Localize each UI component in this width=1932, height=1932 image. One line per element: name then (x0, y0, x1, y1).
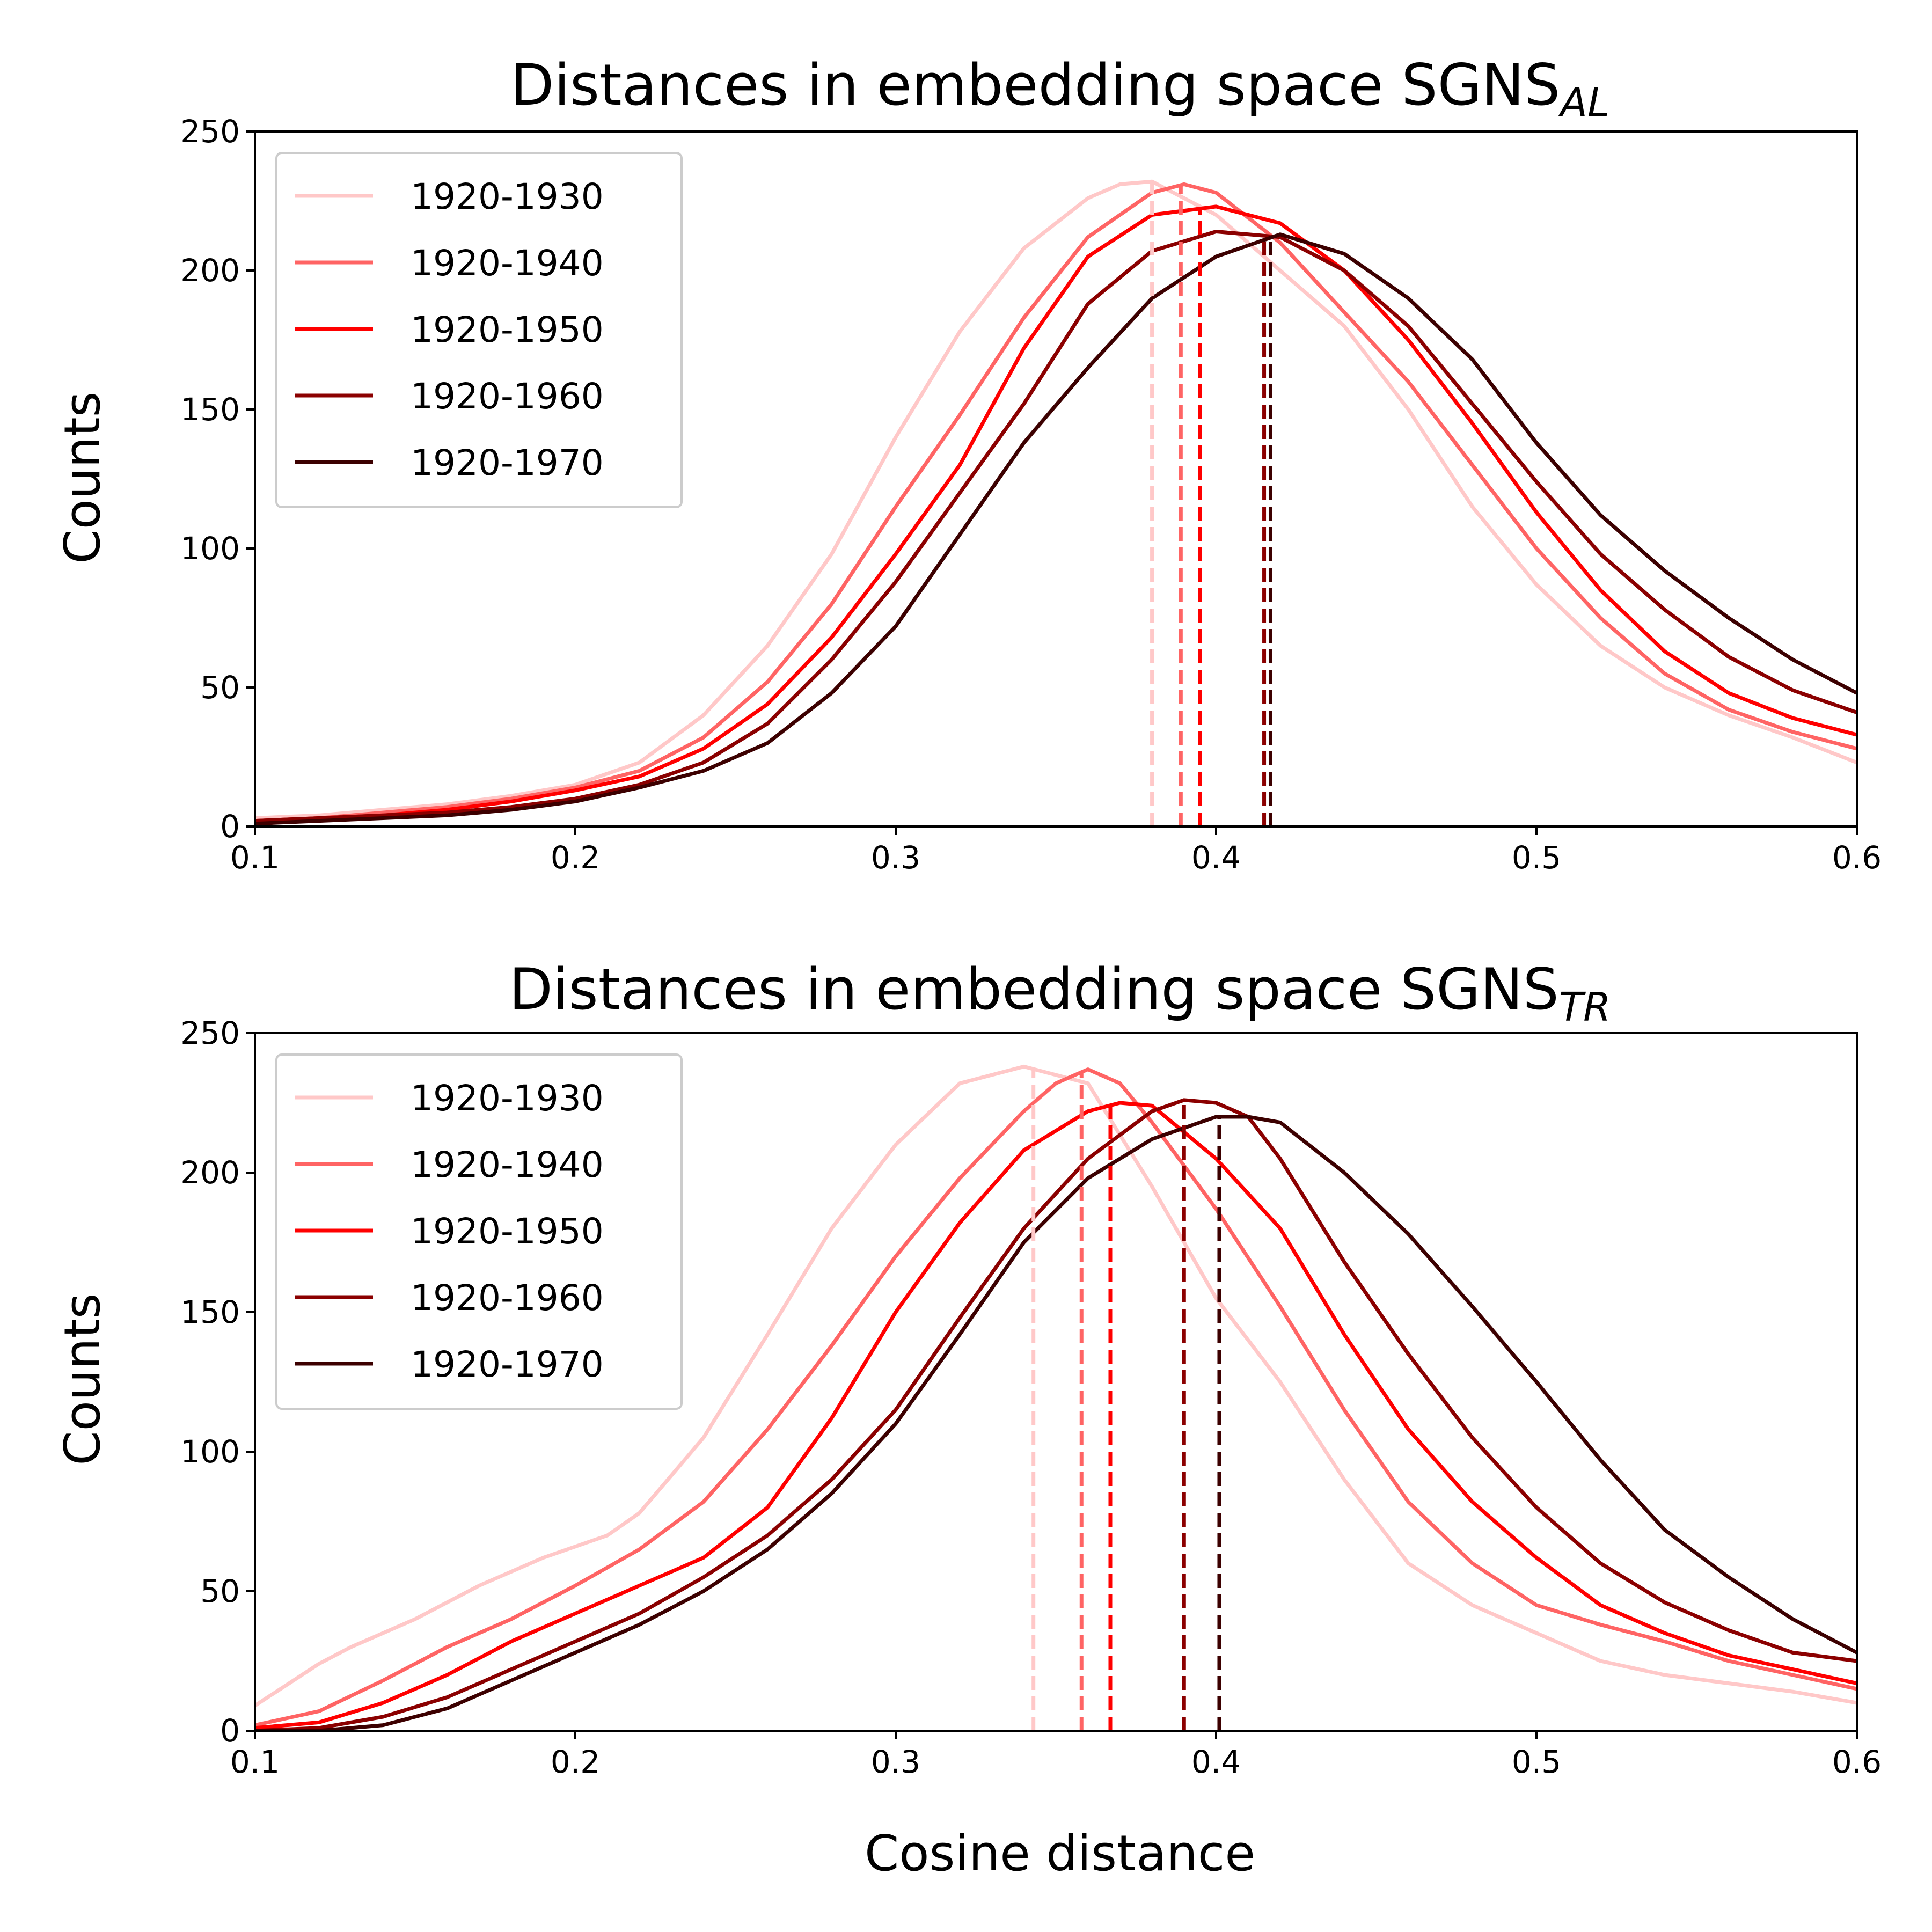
chart-top-y-tick-label: 0 (220, 808, 240, 845)
chart-top-legend-label-2: 1920-1940 (411, 243, 604, 284)
chart-bottom-y-tick-label: 100 (180, 1433, 240, 1470)
chart-bottom-x-axis-label: Cosine distance (865, 1825, 1255, 1882)
chart-top-x-tick-label: 0.4 (1191, 839, 1241, 876)
chart-top-legend-label-5: 1920-1970 (411, 442, 604, 484)
chart-bottom-x-tick-label: 0.3 (871, 1744, 920, 1780)
chart-top-x-tick-label: 0.1 (230, 839, 280, 876)
chart-bottom-legend-label-3: 1920-1950 (411, 1211, 604, 1252)
chart-top-series-group (255, 179, 1857, 826)
chart-bottom-x-tick-label: 0.1 (230, 1744, 280, 1780)
chart-bottom-x-tick-label: 0.2 (551, 1744, 600, 1780)
chart-bottom-legend-label-4: 1920-1960 (411, 1277, 604, 1319)
chart-bottom: Distances in embedding space SGNSTR Coun… (54, 956, 1882, 1882)
chart-top-y-tick-label: 200 (180, 252, 240, 289)
chart-top-legend-label-3: 1920-1950 (411, 309, 604, 350)
chart-top-y-tick-label: 250 (180, 113, 240, 150)
chart-bottom-x-tick-label: 0.6 (1832, 1744, 1882, 1780)
chart-top-legend-box (275, 152, 683, 508)
chart-top-y-axis-label: Counts (54, 391, 111, 564)
chart-top-y-tick-label: 50 (200, 669, 240, 706)
chart-bottom-y-tick-label: 250 (180, 1015, 240, 1051)
chart-top-y-tick-label: 100 (180, 530, 240, 567)
chart-top-legend-label-1: 1920-1930 (411, 176, 604, 217)
chart-bottom-series-group (255, 1064, 1857, 1731)
chart-top-series-line-2 (255, 182, 1857, 823)
chart-bottom-y-axis-label: Counts (54, 1293, 111, 1465)
chart-top-y-tick-label: 150 (180, 391, 240, 428)
chart-bottom-plot-area: 0.1 0.2 0.3 0.4 0.5 0.6 0 50 100 150 200 250 1920-19… (180, 1015, 1882, 1780)
chart-top-plot-area: 0.1 0.2 0.3 0.4 0.5 0.6 0 50 100 150 200 250 1920-19… (180, 113, 1882, 876)
chart-top-legend-label-4: 1920-1960 (411, 376, 604, 417)
chart-bottom-series-line-4 (255, 1098, 1857, 1731)
chart-top-x-tick-label: 0.3 (871, 839, 920, 876)
chart-bottom-legend: 1920-1930 1920-1940 1920-1950 1920-1960 1920… (275, 1053, 683, 1410)
chart-bottom-title: Distances in embedding space SGNSTR (509, 956, 1611, 1030)
chart-bottom-axes-frame (254, 1032, 1858, 1732)
chart-bottom-legend-label-5: 1920-1970 (411, 1344, 604, 1385)
chart-top-legend: 1920-1930 1920-1940 1920-1950 1920-1960 1920… (275, 152, 683, 508)
chart-top-series-line-5 (255, 232, 1857, 826)
chart-bottom-series-line-2 (255, 1067, 1857, 1728)
chart-top-x-tick-label: 0.2 (551, 839, 600, 876)
chart-bottom-y-tick-label: 150 (180, 1294, 240, 1330)
chart-top-title: Distances in embedding space SGNSAL (510, 52, 1609, 126)
chart-top-series-line-4 (255, 230, 1857, 823)
chart-bottom-series-line-3 (255, 1101, 1857, 1730)
chart-bottom-legend-label-2: 1920-1940 (411, 1144, 604, 1185)
chart-top-x-tick-label: 0.5 (1512, 839, 1561, 876)
chart-bottom-series-line-1 (255, 1064, 1857, 1708)
chart-bottom-y-tick-label: 200 (180, 1154, 240, 1191)
chart-top-series-line-3 (255, 204, 1857, 823)
chart-top: Distances in embedding space SGNSAL Coun… (54, 52, 1882, 876)
chart-bottom-legend-label-1: 1920-1930 (411, 1078, 604, 1119)
chart-bottom-x-tick-label: 0.4 (1191, 1744, 1241, 1780)
chart-bottom-y-tick-label: 50 (200, 1573, 240, 1609)
chart-bottom-y-tick-label: 0 (220, 1713, 240, 1749)
chart-bottom-series-line-5 (255, 1115, 1857, 1731)
chart-bottom-legend-box (275, 1053, 683, 1410)
chart-top-series-line-1 (255, 179, 1857, 820)
chart-top-x-tick-label: 0.6 (1832, 839, 1882, 876)
chart-top-axes-frame (254, 130, 1858, 828)
chart-bottom-x-tick-label: 0.5 (1512, 1744, 1561, 1780)
